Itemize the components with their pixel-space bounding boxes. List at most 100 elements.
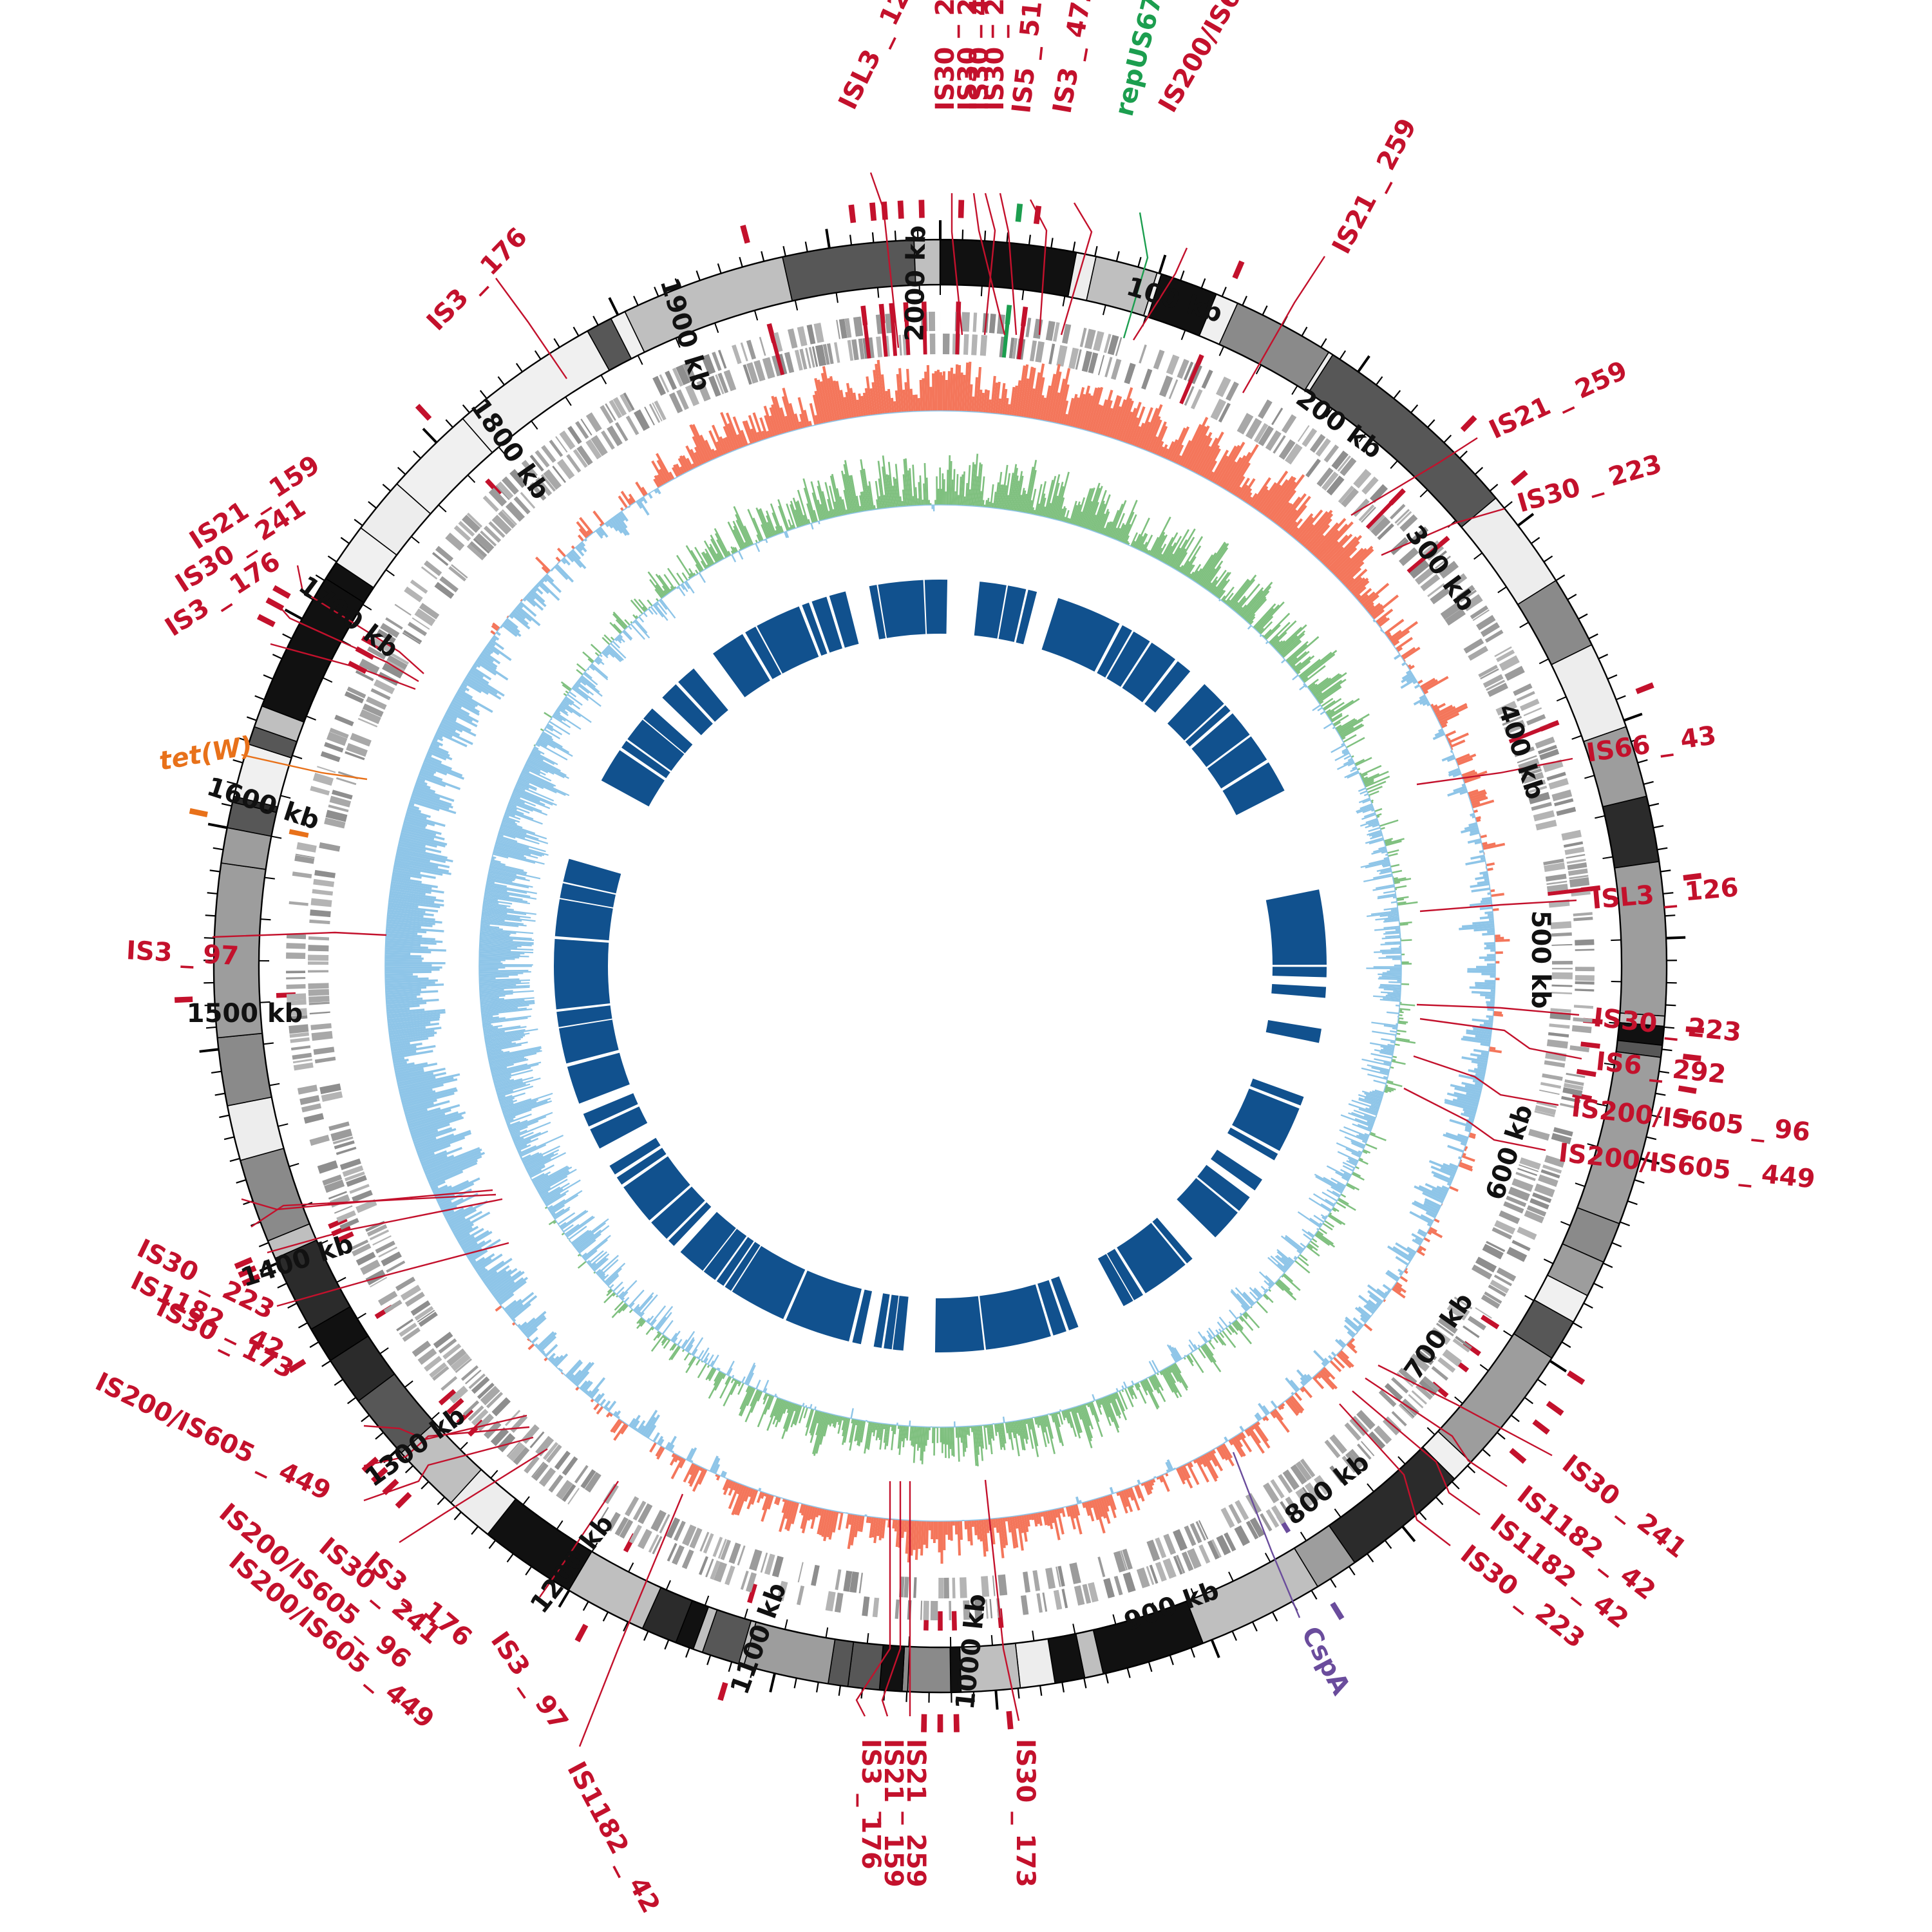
gc-skew-positive-bar [1177,440,1192,466]
gc-content-positive-bar [1291,665,1296,669]
gc-skew-negative-bar [388,904,439,913]
gc-content-negative-bar [479,982,530,986]
feature-marker-outer [1006,1710,1014,1730]
gc-content-negative-bar [487,1044,522,1052]
gc-skew-negative-bar [518,603,524,609]
gene-block [296,842,317,853]
gc-content-positive-bar [1401,983,1410,985]
gc-skew-negative-bar [1477,1063,1487,1068]
gc-skew-negative-bar [1419,694,1426,700]
gc-content-positive-bar [1148,536,1159,556]
gc-skew-negative-bar [1441,754,1455,762]
gene-block [1324,1439,1341,1459]
gc-skew-negative-bar [410,1114,462,1133]
gc-content-positive-bar [901,500,904,507]
gene-block [1542,1164,1562,1174]
gc-content-positive-bar [1124,535,1130,544]
gene-block [787,328,798,349]
gc-content-negative-bar [544,728,561,740]
gc-content-positive-bar [975,1425,980,1455]
gc-content-negative-bar [1351,1099,1379,1110]
gc-skew-positive-bar [1336,1353,1352,1368]
gc-content-positive-bar [759,508,773,538]
gc-skew-positive-bar [1402,647,1421,660]
gc-content-positive-bar [1120,511,1135,542]
gc-content-negative-bar [616,636,622,641]
gc-content-positive-bar [1063,516,1066,522]
gc-content-positive-bar [859,495,864,512]
gc-content-positive-bar [916,1426,920,1451]
gc-content-positive-bar [638,599,649,611]
axis-tick-inner [1524,1294,1535,1302]
gene-block [1545,873,1567,882]
axis-tick-inner [1325,408,1333,418]
gc-content-negative-bar [1373,1079,1387,1085]
gc-content-positive-bar [832,509,837,518]
gc-content-positive-bar [811,492,821,522]
gc-content-positive-bar [977,1425,981,1447]
gc-skew-negative-bar [1414,1185,1444,1202]
gc-skew-positive-bar [1021,378,1030,417]
gc-content-negative-bar [542,731,553,739]
gene-block [682,1524,697,1546]
gc-content-positive-bar [1293,656,1311,671]
gc-skew-negative-bar [399,837,437,848]
axis-tick-minor [1663,1026,1675,1029]
gene-block [1481,1294,1501,1309]
gc-skew-negative-bar [523,1314,545,1335]
gc-content-negative-bar [545,1193,567,1207]
gc-content-negative-bar [526,761,549,773]
gc-content-negative-bar [517,781,537,791]
gc-skew-negative-bar [426,753,432,757]
gc-skew-negative-bar [543,1352,546,1356]
axis-tick-major [1210,1639,1220,1658]
feature-marker-outer [1672,1112,1692,1122]
gene-block [1519,698,1540,712]
axis-tick-minor [315,574,325,582]
gc-skew-positive-bar [893,401,897,413]
gc-skew-positive-bar [1471,801,1481,806]
gc-skew-negative-bar [1285,1377,1298,1392]
gc-skew-positive-bar [671,467,679,478]
gc-content-positive-bar [1020,490,1027,513]
gc-skew-negative-bar [1484,980,1495,983]
gc-content-negative-bar [1361,1058,1391,1066]
gc-content-negative-bar [1365,818,1378,824]
feature-label: IS30 _ 173 [1010,1739,1040,1888]
axis-tick-minor [282,633,292,639]
gc-skew-negative-bar [1289,1379,1300,1391]
gc-skew-positive-bar [771,395,785,434]
gc-content-positive-bar [1108,1394,1119,1417]
gc-skew-positive-bar [1378,617,1390,627]
gc-skew-negative-bar [1385,1271,1399,1282]
inner-ring-block [1271,983,1327,998]
gc-skew-negative-bar [636,1420,646,1432]
gc-content-positive-bar [770,1397,779,1418]
gc-content-negative-bar [1365,822,1379,829]
gc-content-positive-bar [1398,1014,1403,1016]
inner-ring-block [998,585,1027,642]
gc-content-negative-bar [1215,1329,1220,1334]
gc-skew-negative-bar [1480,857,1485,860]
gene-block [1526,714,1546,726]
gc-skew-positive-bar [1244,1429,1251,1437]
axis-tick-major [994,1690,999,1710]
feature-marker-inner [361,636,381,650]
gene-block [433,1331,453,1349]
gc-content-positive-bar [1396,1032,1401,1035]
gene-block [1290,1464,1307,1485]
gc-skew-negative-bar [407,809,431,819]
gc-skew-positive-bar [1042,385,1052,421]
gc-skew-negative-bar [554,1353,569,1367]
gc-content-positive-bar [1203,560,1224,589]
axis-tick-minor [1651,1114,1662,1119]
gc-skew-positive-bar [1061,400,1069,425]
gene-block [1113,1575,1123,1596]
gene-block [344,691,365,704]
gene-block [943,1577,949,1598]
gc-content-negative-bar [700,1347,710,1361]
axis-tick-inner [260,1001,270,1003]
gene-block [334,714,354,726]
gene-block [320,751,341,762]
gc-skew-positive-bar [1127,1488,1134,1501]
